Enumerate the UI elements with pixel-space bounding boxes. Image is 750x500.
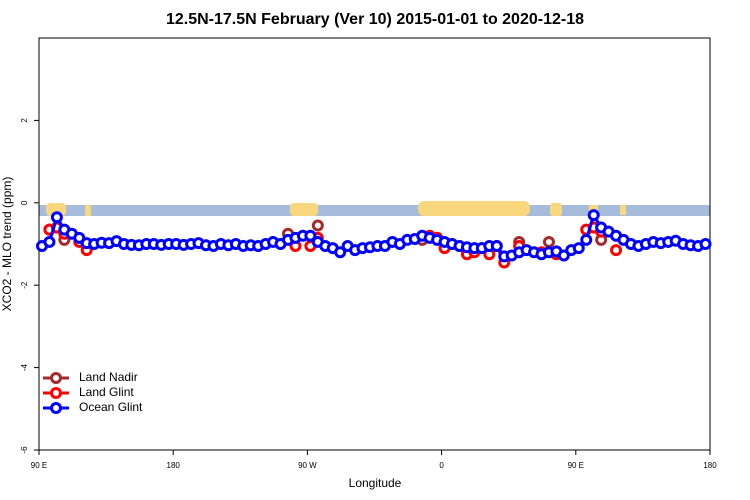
x-tick-label: 90 E bbox=[31, 461, 47, 470]
y-tick-label: 2 bbox=[20, 118, 29, 123]
legend-marker bbox=[50, 387, 62, 399]
mask-band bbox=[39, 205, 710, 216]
x-tick-label: 90 E bbox=[568, 461, 584, 470]
data-point bbox=[610, 244, 623, 257]
data-point bbox=[542, 235, 555, 248]
x-tick-label: 180 bbox=[167, 461, 181, 470]
land-patch bbox=[620, 205, 626, 215]
data-point bbox=[304, 229, 317, 242]
data-point bbox=[699, 238, 712, 250]
y-tick-label: -2 bbox=[20, 281, 29, 289]
legend-label: Land Glint bbox=[79, 385, 134, 399]
land-mask bbox=[39, 201, 710, 216]
land-patch bbox=[418, 201, 530, 216]
land-patch bbox=[290, 203, 318, 216]
data-point bbox=[587, 209, 600, 222]
legend-marker bbox=[50, 372, 62, 384]
data-point bbox=[43, 235, 56, 248]
y-axis-label: XCO2 - MLO trend (ppm) bbox=[0, 177, 14, 312]
x-tick-label: 0 bbox=[439, 461, 444, 470]
y-tick-label: -6 bbox=[20, 446, 29, 454]
data-point bbox=[572, 242, 585, 255]
legend-label: Land Nadir bbox=[79, 370, 138, 384]
data-point bbox=[334, 246, 347, 259]
land-patch bbox=[85, 205, 91, 216]
data-point bbox=[490, 240, 503, 253]
data-point bbox=[73, 231, 86, 244]
land-patch bbox=[550, 203, 562, 216]
land-patch bbox=[46, 203, 66, 216]
y-tick-label: 0 bbox=[20, 200, 29, 205]
legend-marker bbox=[50, 402, 62, 414]
x-tick-label: 180 bbox=[703, 461, 717, 470]
data-point bbox=[50, 211, 63, 224]
data-point bbox=[557, 249, 570, 262]
data-point bbox=[311, 219, 324, 232]
data-point bbox=[580, 233, 593, 246]
x-axis-label: Longitude bbox=[349, 476, 402, 490]
x-tick-label: 90 W bbox=[298, 461, 317, 470]
chart-title: 12.5N-17.5N February (Ver 10) 2015-01-01… bbox=[166, 11, 584, 28]
y-tick-label: -4 bbox=[20, 363, 29, 371]
legend-label: Ocean Glint bbox=[79, 400, 143, 414]
